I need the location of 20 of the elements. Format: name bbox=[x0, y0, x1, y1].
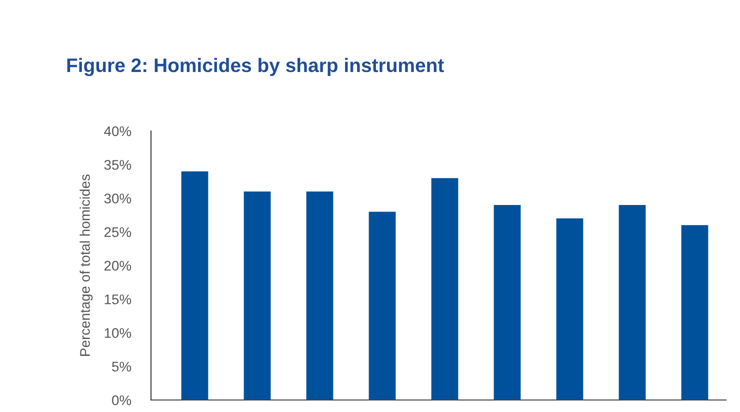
bar bbox=[556, 218, 584, 400]
bar bbox=[244, 192, 271, 400]
bar bbox=[368, 212, 396, 400]
bar bbox=[618, 204, 646, 400]
bar bbox=[181, 171, 208, 400]
y-tick-label: 40% bbox=[104, 126, 132, 136]
y-tick-label: 15% bbox=[104, 294, 132, 304]
y-tick-label: 10% bbox=[104, 328, 132, 338]
bar bbox=[431, 178, 458, 400]
chart-title: Figure 2: Homicides by sharp instrument bbox=[67, 58, 444, 76]
bar bbox=[306, 192, 334, 400]
bar bbox=[494, 204, 521, 400]
y-tick-label: 30% bbox=[104, 194, 132, 204]
y-tick-label: 20% bbox=[104, 260, 132, 271]
y-axis-title: Percentage of total homicides bbox=[80, 174, 93, 356]
y-tick-label: 0% bbox=[112, 395, 132, 406]
y-tick-label: 5% bbox=[112, 362, 132, 372]
y-tick-label: 25% bbox=[104, 227, 132, 238]
y-tick-label: 35% bbox=[104, 160, 132, 170]
bar bbox=[681, 225, 708, 400]
